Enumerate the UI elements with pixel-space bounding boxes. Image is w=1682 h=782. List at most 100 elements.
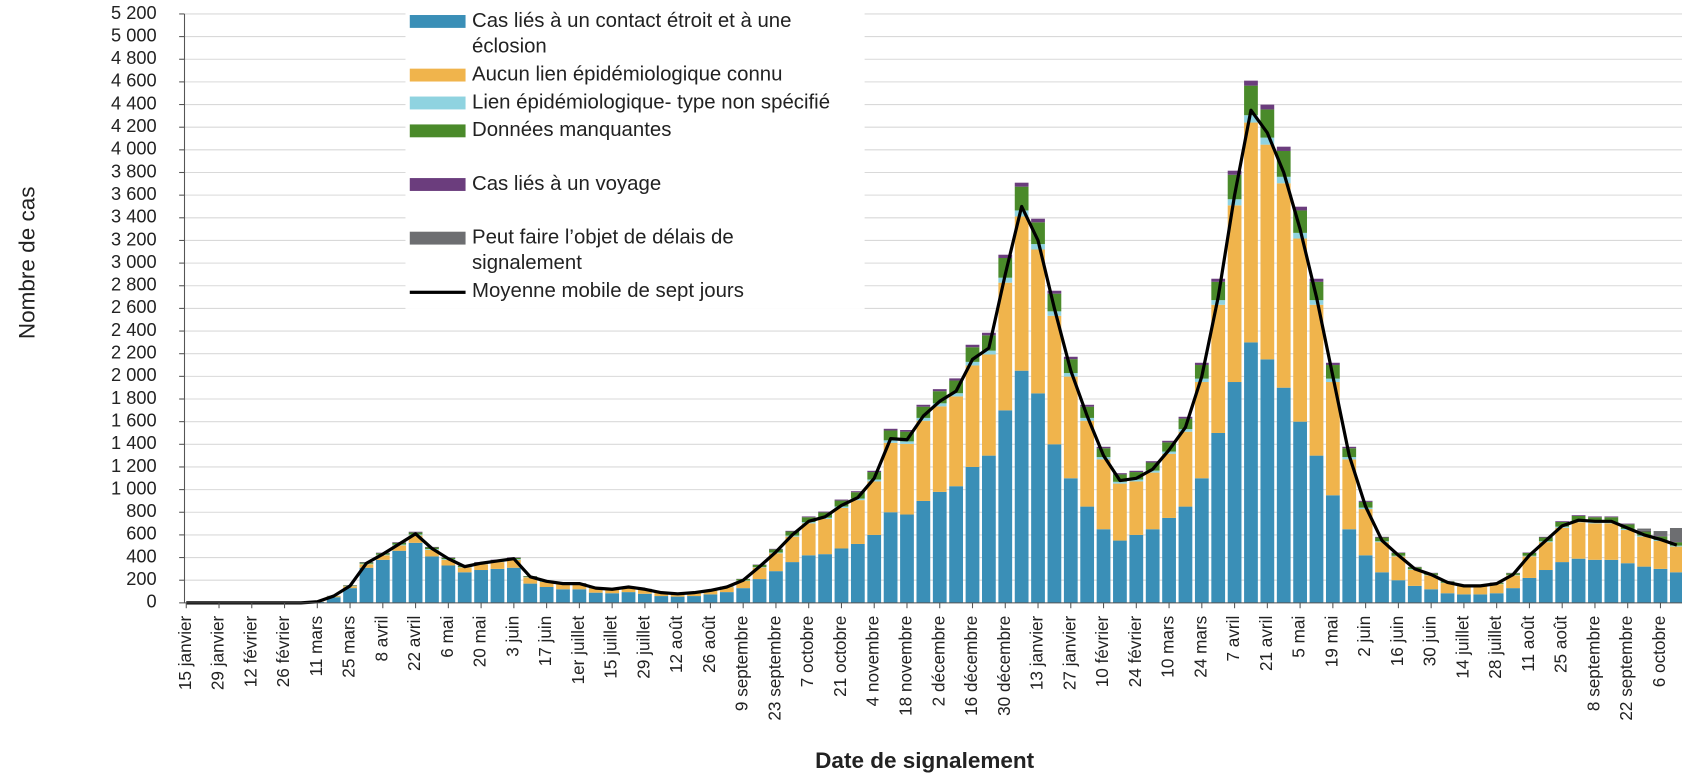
bar-segment: [1604, 559, 1619, 603]
bar-segment: [1260, 104, 1275, 110]
x-tick-label: 11 août: [1518, 615, 1538, 671]
bar-segment: [1260, 359, 1275, 603]
bar-segment: [916, 406, 931, 418]
bar-segment: [1276, 387, 1291, 603]
bar-segment: [1325, 495, 1340, 603]
bar-segment: [1113, 473, 1127, 475]
x-tick-label: 4 novembre: [863, 616, 883, 707]
bar-segment: [703, 594, 718, 603]
x-tick-label: 12 février: [240, 615, 260, 687]
bar-segment: [1014, 182, 1029, 187]
bar-segment: [900, 431, 914, 442]
bar-segment: [1096, 529, 1111, 603]
legend-swatch: [409, 96, 466, 110]
y-tick-label: 4 800: [111, 47, 157, 68]
bar-segment: [850, 491, 865, 493]
bar-segment: [1424, 589, 1439, 603]
bar-segment: [1489, 584, 1504, 594]
bar-segment: [1620, 530, 1635, 564]
bar-segment: [1129, 534, 1144, 603]
bar-segment: [1260, 137, 1275, 145]
y-tick-label: 1 200: [111, 455, 157, 476]
bar-segment: [343, 588, 357, 603]
bar-segment: [965, 361, 980, 366]
bar-segment: [1031, 249, 1045, 394]
bars: [310, 80, 1682, 603]
bar-segment: [408, 535, 423, 543]
bar-segment: [1276, 183, 1291, 388]
legend-label: Données manquantes: [471, 119, 672, 142]
bar-segment: [1653, 568, 1668, 603]
bar-segment: [1260, 144, 1275, 360]
legend-label: Cas liés à un voyage: [471, 172, 662, 196]
x-tick-label: 10 mars: [1158, 616, 1178, 678]
bar-segment: [1211, 432, 1226, 603]
bar-segment: [1145, 462, 1160, 471]
bar-segment: [1571, 522, 1586, 559]
bar-segment: [1113, 483, 1127, 541]
bar-segment: [1342, 459, 1357, 530]
bar-segment: [1571, 558, 1586, 603]
bar-segment: [1555, 527, 1570, 563]
x-tick-label: 22 septembre: [1616, 616, 1636, 721]
legend-item: Peut faire l’objet de délais de signalem…: [409, 225, 861, 276]
bar-segment: [1637, 566, 1651, 603]
y-tick-label: 4 400: [111, 92, 157, 113]
bar-segment: [1145, 461, 1160, 463]
bar-segment: [1571, 515, 1586, 516]
x-tick-label: 24 mars: [1190, 616, 1210, 678]
bar-segment: [932, 403, 947, 407]
bar-segment: [1293, 421, 1307, 603]
bar-segment: [1588, 517, 1602, 523]
moving-average-line: [186, 108, 1678, 605]
bar-segment: [932, 389, 947, 392]
bar-segment: [474, 564, 488, 571]
bar-segment: [982, 350, 996, 355]
bar-segment: [1178, 429, 1193, 432]
bar-segment: [1178, 416, 1193, 419]
bar-segment: [490, 568, 505, 603]
bar-segment: [703, 590, 718, 595]
bar-segment: [982, 455, 996, 603]
bar-segment: [1113, 540, 1127, 603]
bar-segment: [1080, 506, 1095, 603]
bar-segment: [785, 562, 800, 603]
bar-segment: [1555, 562, 1570, 603]
bar-segment: [1637, 536, 1651, 567]
bar-segment: [1358, 509, 1373, 556]
bar-segment: [752, 579, 767, 603]
x-tick-label: 13 janvier: [1027, 615, 1047, 690]
bar-segment: [1047, 444, 1062, 603]
bar-segment: [1244, 342, 1258, 603]
x-tick-label: 8 avril: [371, 616, 391, 662]
y-tick-label: 2 800: [111, 274, 157, 295]
bar-segment: [1014, 216, 1029, 371]
bar-segment: [850, 543, 865, 603]
bar-segment: [556, 584, 570, 590]
bar-segment: [1669, 546, 1682, 573]
bar-segment: [719, 587, 734, 593]
bar-segment: [1440, 583, 1455, 594]
bar-segment: [1276, 176, 1291, 184]
x-tick-label: 15 janvier: [175, 615, 195, 690]
legend-item: Cas liés à un contact étroit et à une éc…: [409, 9, 861, 60]
bar-segment: [900, 441, 914, 444]
bar-segment: [1424, 575, 1439, 590]
bar-segment: [1113, 481, 1127, 484]
bar-segment: [719, 592, 734, 603]
bar-segment: [949, 486, 964, 603]
x-tick-label: 18 novembre: [896, 616, 916, 716]
bar-segment: [1194, 478, 1209, 603]
bar-segment: [1457, 594, 1471, 603]
bar-segment: [621, 587, 636, 593]
x-tick-label: 25 mars: [339, 616, 359, 678]
y-tick-label: 1 800: [111, 387, 157, 408]
y-tick-label: 5 200: [111, 2, 157, 23]
bar-segment: [1325, 382, 1340, 496]
bar-segment: [425, 556, 439, 603]
bar-segment: [1129, 472, 1144, 480]
bar-segment: [1211, 278, 1226, 282]
bar-segment: [1178, 431, 1193, 507]
bar-segment: [1457, 586, 1471, 595]
